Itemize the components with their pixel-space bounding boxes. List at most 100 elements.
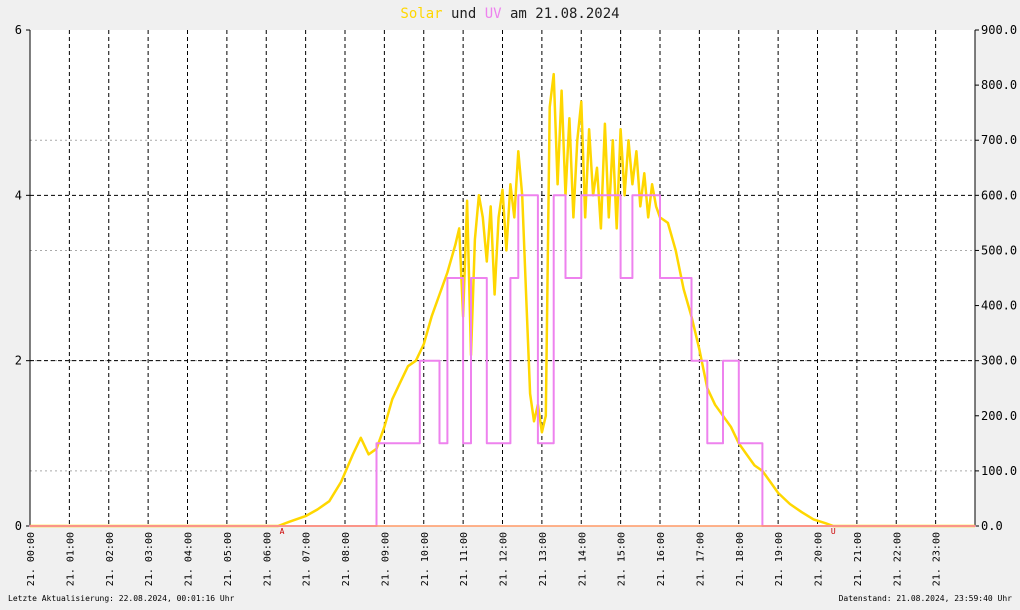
point-solar-57 (600, 227, 602, 230)
point-uv-13 (470, 442, 472, 445)
y-right-tick-label-3: 300.0 (981, 354, 1017, 368)
x-tick-label-20: 21. 20:00 (814, 532, 825, 586)
point-solar-3 (304, 515, 307, 517)
point-solar-77 (698, 348, 701, 351)
x-tick-label-8: 21. 08:00 (341, 532, 352, 586)
point-solar-2 (289, 520, 291, 523)
y-right-tick-label-2: 200.0 (981, 409, 1017, 423)
point-solar-50 (572, 216, 575, 219)
point-solar-28 (486, 260, 488, 263)
y-right-tick-label-7: 700.0 (981, 133, 1017, 147)
point-solar-59 (608, 216, 610, 219)
point-uv-37 (706, 359, 709, 362)
point-uv-20 (517, 194, 520, 197)
point-solar-33 (505, 249, 508, 252)
x-tick-label-15: 21. 15:00 (617, 532, 628, 586)
point-solar-69 (647, 216, 649, 219)
point-uv-28 (580, 194, 583, 197)
x-tick-label-10: 21. 10:00 (420, 532, 431, 586)
point-uv-24 (552, 194, 555, 197)
point-solar-56 (596, 167, 598, 169)
point-solar-20 (454, 244, 457, 246)
point-uv-33 (659, 194, 661, 197)
y-right-tick-label-6: 600.0 (981, 188, 1017, 202)
point-solar-17 (430, 315, 433, 318)
point-uv-35 (690, 277, 693, 279)
point-solar-11 (383, 426, 386, 428)
y-left-tick-label-0: 0 (15, 519, 22, 533)
point-solar-4 (316, 508, 319, 511)
x-tick-label-3: 21. 03:00 (144, 532, 155, 586)
point-solar-9 (367, 453, 370, 456)
x-tick-label-14: 21. 14:00 (577, 532, 588, 586)
x-tick-label-7: 21. 07:00 (302, 532, 313, 586)
point-solar-42 (541, 431, 543, 434)
point-solar-79 (714, 404, 716, 406)
title-part-2: UV (485, 6, 502, 22)
point-solar-61 (615, 227, 618, 230)
x-tick-label-0: 21. 00:00 (26, 532, 37, 586)
x-tick-label-5: 21. 05:00 (223, 532, 234, 586)
footer-data-status: Datenstand: 21.08.2024, 23:59:40 Uhr (839, 594, 1013, 603)
point-solar-18 (438, 293, 441, 296)
x-tick-label-23: 21. 23:00 (932, 532, 943, 586)
point-solar-29 (489, 205, 492, 208)
point-solar-40 (533, 420, 535, 423)
point-solar-68 (643, 172, 646, 175)
point-solar-5 (328, 500, 331, 503)
x-tick-label-17: 21. 17:00 (695, 532, 706, 586)
point-solar-51 (576, 139, 579, 141)
point-uv-8 (438, 442, 441, 445)
title-part-3: am 21.08.2024 (502, 6, 620, 22)
series-line-uv (30, 194, 975, 527)
title-part-1: und (443, 6, 485, 22)
x-tick-label-22: 21. 22:00 (892, 532, 903, 586)
point-solar-23 (466, 200, 468, 202)
point-uv-12 (462, 442, 464, 445)
point-solar-54 (588, 128, 590, 130)
point-solar-30 (493, 293, 496, 296)
point-uv-21 (537, 194, 539, 197)
point-solar-25 (474, 238, 476, 241)
x-tick-label-11: 21. 11:00 (459, 532, 470, 586)
point-uv-29 (619, 194, 622, 197)
point-solar-60 (612, 139, 614, 141)
point-solar-31 (497, 216, 500, 219)
point-uv-7 (438, 359, 441, 362)
point-uv-11 (462, 277, 464, 279)
footer-last-update: Letzte Aktualisierung: 22.08.2024, 00:01… (8, 594, 235, 603)
point-solar-67 (639, 205, 642, 208)
point-uv-5 (419, 442, 421, 445)
point-uv-39 (722, 442, 724, 445)
point-solar-81 (730, 426, 732, 428)
point-solar-46 (556, 183, 559, 186)
point-solar-27 (482, 216, 484, 219)
point-solar-43 (545, 415, 547, 417)
point-solar-7 (352, 453, 354, 456)
point-solar-45 (552, 73, 555, 75)
point-solar-90 (812, 518, 815, 521)
x-tick-label-4: 21. 04:00 (184, 532, 195, 586)
x-tick-label-21: 21. 21:00 (853, 532, 864, 586)
point-solar-21 (458, 227, 461, 230)
point-solar-71 (655, 205, 657, 208)
point-uv-9 (446, 442, 449, 445)
point-uv-25 (564, 194, 567, 197)
x-tick-label-12: 21. 12:00 (499, 532, 510, 586)
point-solar-14 (407, 365, 409, 368)
y-left-tick-label-2: 4 (15, 188, 22, 202)
point-uv-32 (631, 194, 634, 197)
x-tick-label-18: 21. 18:00 (735, 532, 746, 586)
point-solar-58 (604, 122, 606, 125)
point-solar-32 (501, 189, 504, 191)
point-solar-74 (674, 249, 677, 252)
y-right-tick-label-0: 0.0 (981, 519, 1003, 533)
point-uv-15 (486, 277, 488, 279)
point-solar-86 (769, 481, 772, 483)
sunrise-marker: A (280, 527, 285, 536)
x-tick-label-9: 21. 09:00 (380, 532, 391, 586)
y-right-tick-label-9: 900.0 (981, 23, 1017, 37)
x-tick-label-1: 21. 01:00 (65, 532, 76, 586)
point-uv-26 (564, 277, 567, 279)
